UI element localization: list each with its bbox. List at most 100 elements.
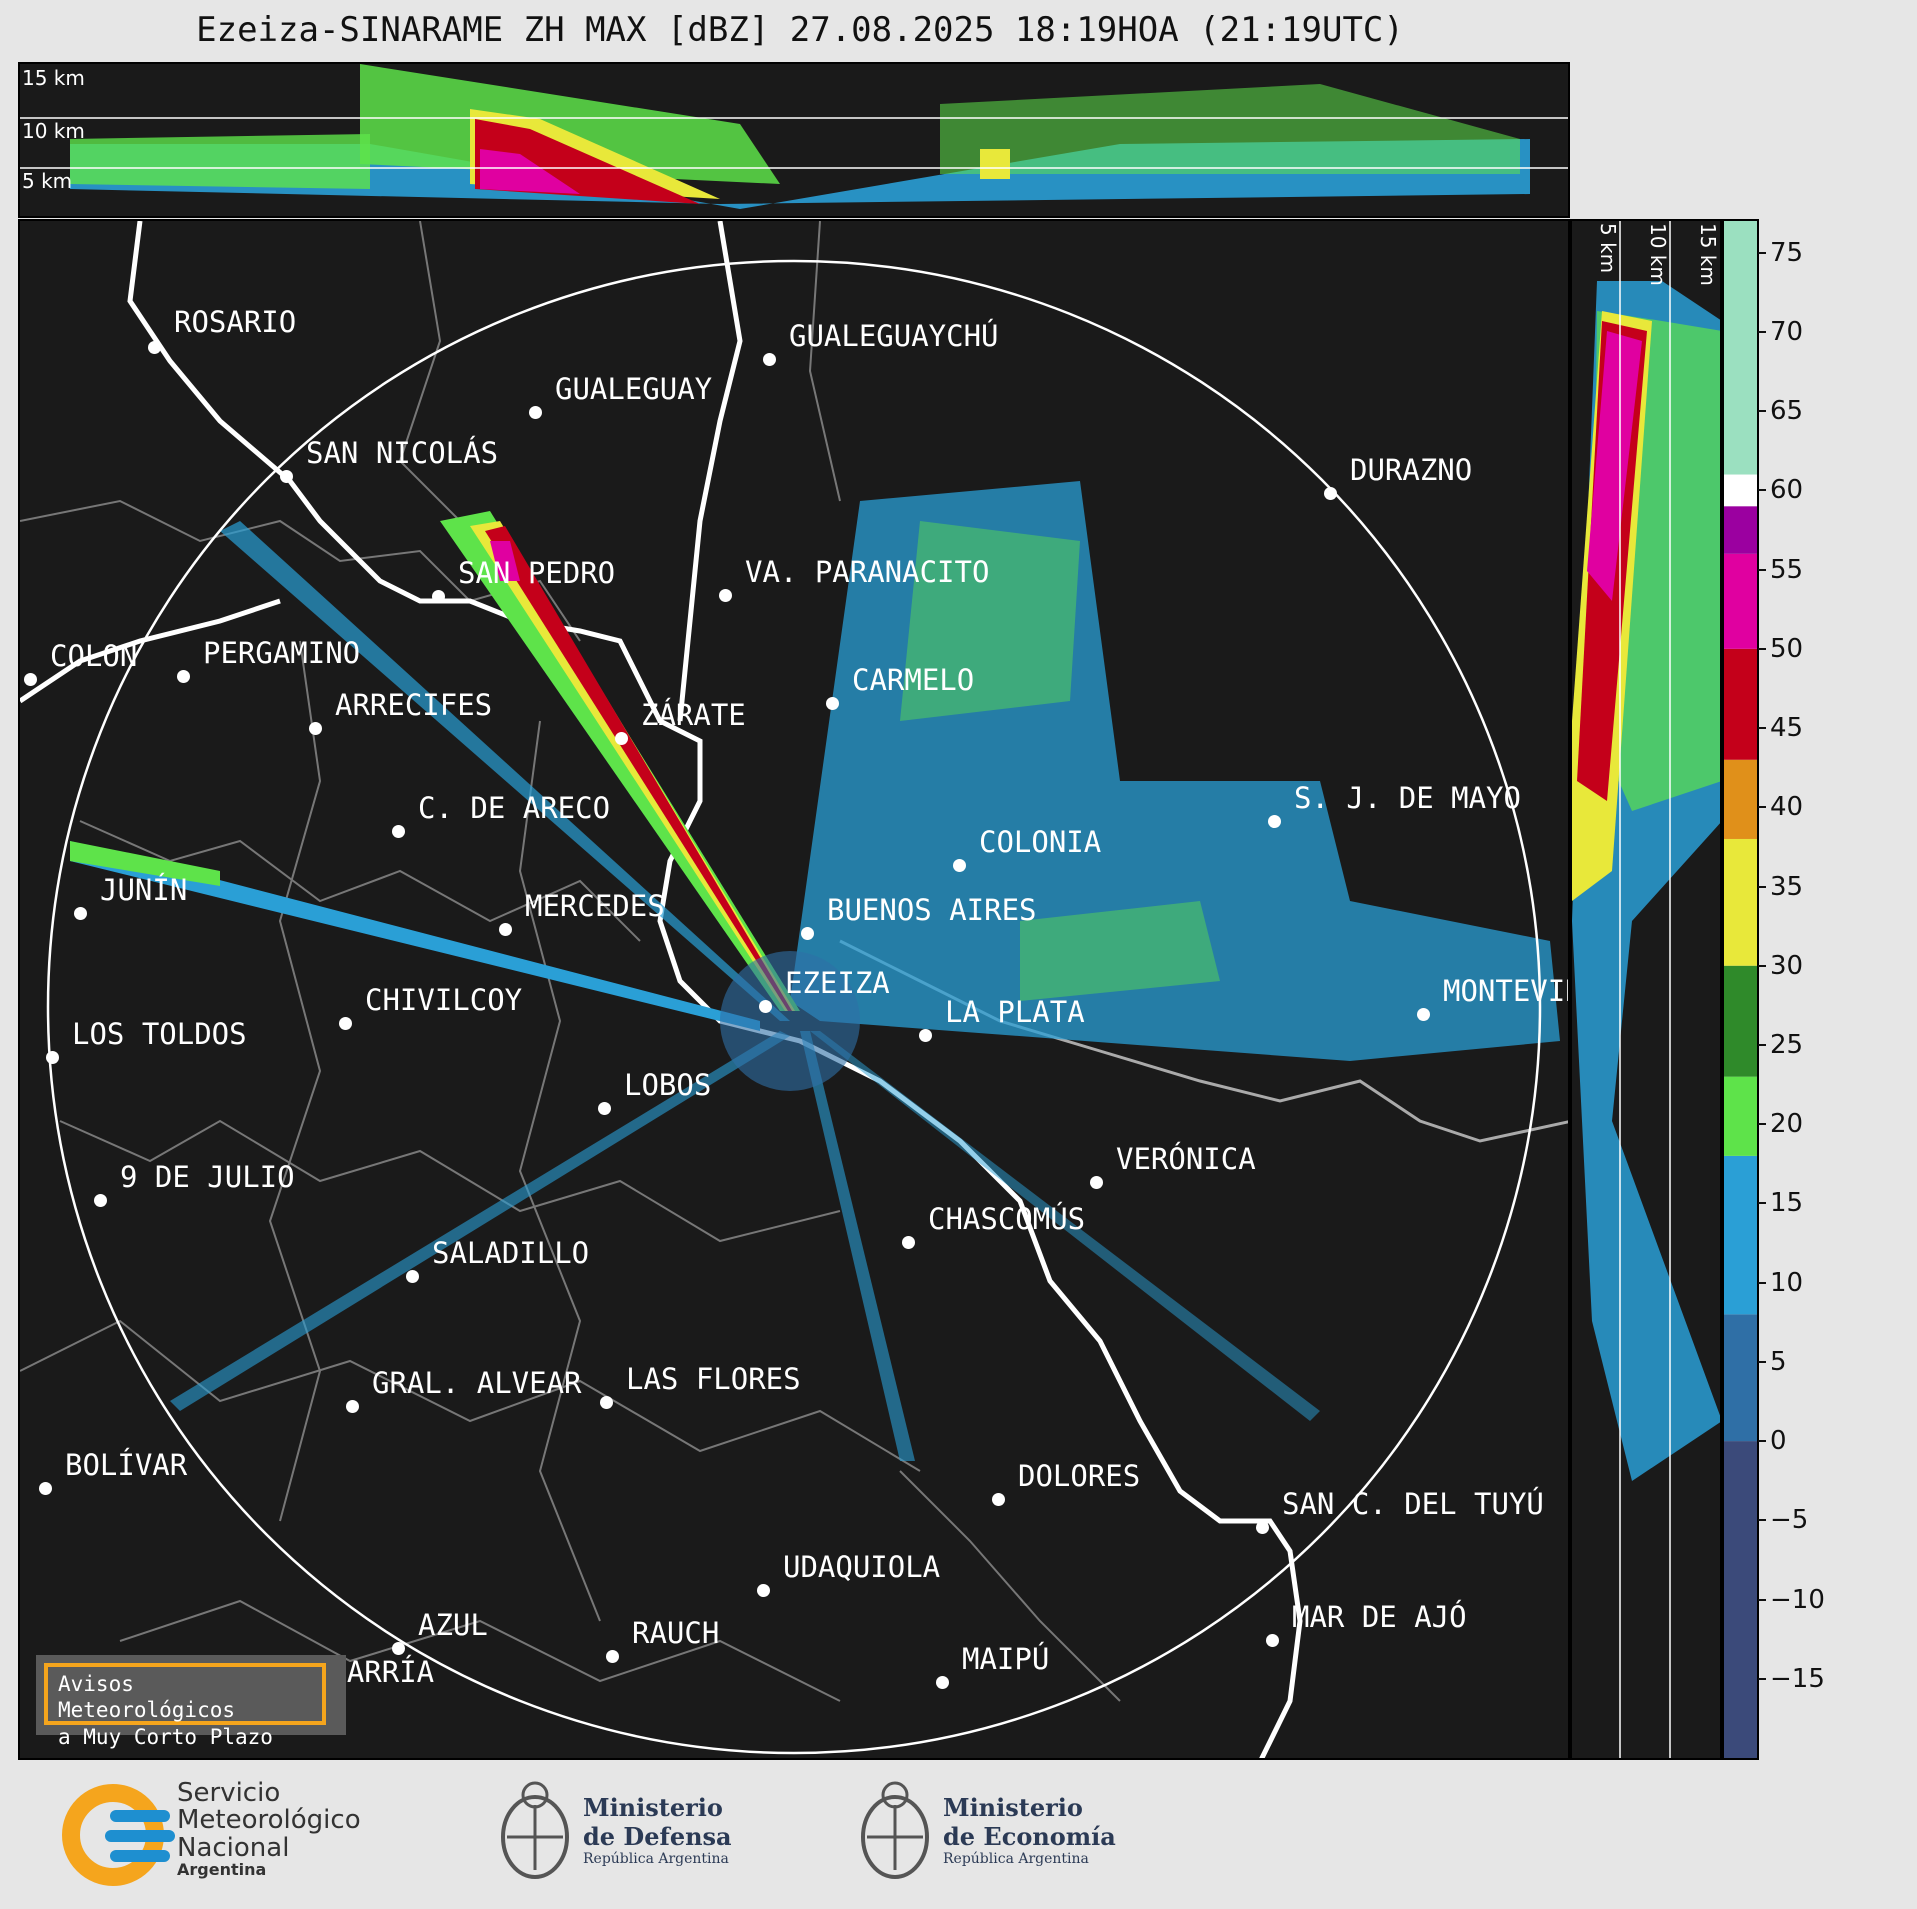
city-dot <box>763 353 776 366</box>
city-dot <box>992 1493 1005 1506</box>
city-label: ZÁRATE <box>641 698 746 732</box>
city-dot <box>94 1194 107 1207</box>
range-ring <box>46 259 1542 1755</box>
colorbar-tick-label: 55 <box>1770 554 1804 585</box>
colorbar-tick-label: 65 <box>1770 396 1804 427</box>
city-label: EZEIZA <box>785 966 890 1000</box>
city-dot <box>529 406 542 419</box>
warnings-button-label[interactable]: Avisos Meteorológicos a Muy Corto Plazo <box>44 1663 326 1749</box>
city-label: MONTEVIDEO <box>1443 974 1568 1008</box>
colorbar-tick-mark <box>1758 727 1766 730</box>
city-dot <box>39 1482 52 1495</box>
radar-map-panel: ROSARIO GUALEGUAYCHÚ GUALEGUAY SAN NICOLÁS D… <box>18 219 1570 1760</box>
city-label: GRAL. ALVEAR <box>372 1366 582 1400</box>
colorbar-band <box>1724 1314 1757 1442</box>
colorbar-band <box>1724 759 1757 839</box>
city-label: ROSARIO <box>174 305 297 339</box>
chart-title: Ezeiza-SINARAME ZH MAX [dBZ] 27.08.2025 … <box>196 10 1404 50</box>
city-dot <box>615 732 628 745</box>
city-dot <box>24 673 37 686</box>
colorbar-band <box>1724 965 1757 1077</box>
colorbar-tick-label: 45 <box>1770 713 1804 744</box>
economia-line2: de Economía <box>943 1822 1116 1851</box>
city-label: LA PLATA <box>945 995 1085 1029</box>
colorbar-tick-mark <box>1758 1202 1766 1205</box>
side-10km-label: 10 km <box>1646 223 1670 286</box>
smn-line3: Nacional <box>177 1832 290 1863</box>
top-10km-label: 10 km <box>22 119 85 143</box>
colorbar-band <box>1724 648 1757 760</box>
city-label: PERGAMINO <box>203 636 361 670</box>
city-label: VA. PARANACITO <box>745 555 990 589</box>
city-label: AZUL <box>418 1608 488 1642</box>
colorbar-tick-mark <box>1758 1440 1766 1443</box>
radar-map <box>20 221 1568 1758</box>
colorbar-tick-mark <box>1758 1281 1766 1284</box>
colorbar-tick-label: 30 <box>1770 950 1804 981</box>
city-dot <box>339 1017 352 1030</box>
smn-emblem-icon <box>62 1784 175 1886</box>
colorbar-band <box>1724 1155 1757 1315</box>
colorbar-tick-label: 60 <box>1770 475 1804 506</box>
defensa-coat-of-arms-icon <box>501 1781 569 1879</box>
city-label: BUENOS AIRES <box>827 893 1037 927</box>
city-label: COLONIA <box>979 825 1102 859</box>
colorbar-tick-mark <box>1758 1043 1766 1046</box>
city-label: VERÓNICA <box>1116 1142 1256 1176</box>
colorbar-tick-mark <box>1758 885 1766 888</box>
city-dot <box>600 1396 613 1409</box>
colorbar-tick-mark <box>1758 330 1766 333</box>
city-label: LOBOS <box>624 1068 712 1102</box>
city-label: MAR DE AJÓ <box>1292 1600 1467 1634</box>
colorbar-tick-mark <box>1758 489 1766 492</box>
colorbar-band <box>1724 474 1757 507</box>
warnings-button[interactable]: Avisos Meteorológicos a Muy Corto Plazo <box>36 1655 346 1749</box>
colorbar-tick-mark <box>1758 1123 1766 1126</box>
city-dot <box>406 1270 419 1283</box>
city-label: MAIPÚ <box>962 1642 1050 1676</box>
city-label: LOS TOLDOS <box>72 1017 247 1051</box>
top-5km-label: 5 km <box>22 169 73 193</box>
city-dot <box>826 697 839 710</box>
colorbar-gradient <box>1724 221 1757 1758</box>
city-label: SAN C. DEL TUYÚ <box>1282 1487 1544 1521</box>
colorbar-tick-mark <box>1758 1598 1766 1601</box>
city-dot <box>499 923 512 936</box>
smn-line4: Argentina <box>177 1859 267 1879</box>
footer-logos: Servicio Meteorológico Nacional Argentin… <box>0 1760 1917 1909</box>
city-label: SAN NICOLÁS <box>306 436 499 470</box>
colorbar-band <box>1724 221 1757 475</box>
colorbar-tick-label: −10 <box>1770 1584 1825 1615</box>
city-label: UDAQUIOLA <box>783 1550 941 1584</box>
city-dot <box>1324 487 1337 500</box>
city-dot <box>392 825 405 838</box>
defensa-logo: Ministerio de Defensa República Argentin… <box>495 1775 795 1895</box>
city-dot <box>759 1000 772 1013</box>
city-dot <box>757 1584 770 1597</box>
colorbar-band <box>1724 838 1757 966</box>
city-label: MERCEDES <box>525 889 665 923</box>
city-dot <box>1256 1521 1269 1534</box>
top-15km-label: 15 km <box>22 66 85 90</box>
economia-line3: República Argentina <box>943 1851 1089 1867</box>
city-dot <box>148 341 161 354</box>
city-dot <box>1090 1176 1103 1189</box>
city-dot <box>1417 1008 1430 1021</box>
colorbar-band <box>1724 506 1757 554</box>
colorbar-tick-label: 10 <box>1770 1267 1804 1298</box>
colorbar-band <box>1724 1076 1757 1156</box>
colorbar-tick-label: 25 <box>1770 1029 1804 1060</box>
city-dot <box>1268 815 1281 828</box>
colorbar-tick-label: 75 <box>1770 237 1804 268</box>
side-5km-label: 5 km <box>1596 223 1620 274</box>
colorbar-tick-label: 50 <box>1770 633 1804 664</box>
defensa-line3: República Argentina <box>583 1851 729 1867</box>
colorbar-tick-label: 0 <box>1770 1426 1787 1457</box>
city-dot <box>432 590 445 603</box>
city-dot <box>919 1029 932 1042</box>
city-label: DOLORES <box>1018 1459 1141 1493</box>
smn-line2: Meteorológico <box>177 1805 361 1836</box>
coastline-and-rivers <box>20 221 1303 1758</box>
top-cross-section-echoes <box>20 64 1568 209</box>
city-label: BOLÍVAR <box>65 1448 188 1482</box>
